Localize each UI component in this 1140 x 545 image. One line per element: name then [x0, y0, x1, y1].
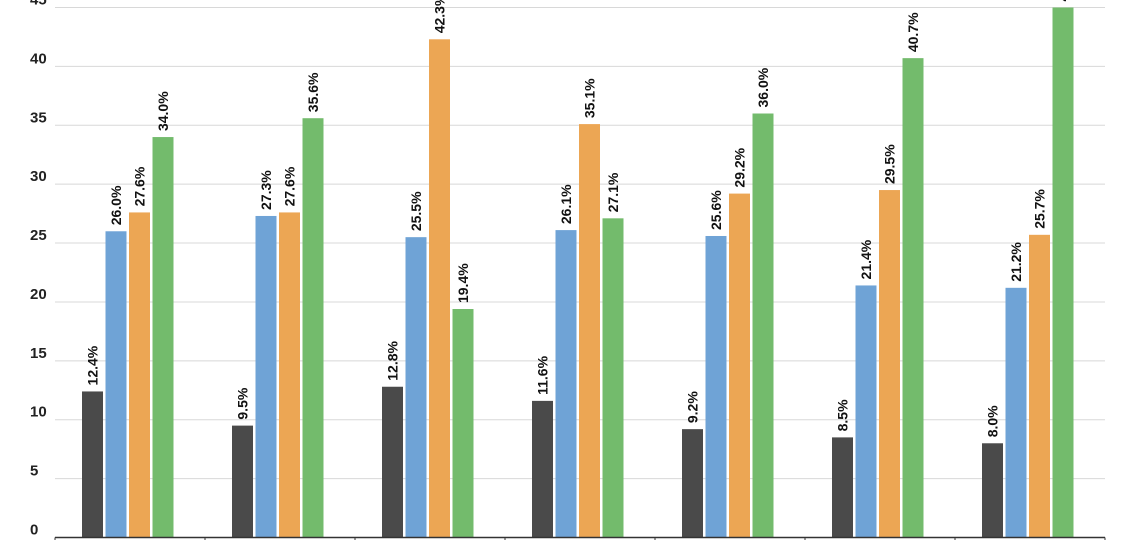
bar-value-label: 26.0%: [108, 185, 124, 225]
bar-value-label: 4: [1055, 0, 1071, 2]
bar-value-label: 27.6%: [132, 166, 148, 206]
bar: [452, 309, 474, 538]
bar-value-label: 9.2%: [685, 391, 701, 423]
bar-value-label: 29.5%: [882, 144, 898, 184]
bar-labels-layer: 12.4% 9.5% 12.8% 11.6% 9.2% 8.5% 8.0% 26.0% 27.3…: [85, 0, 1072, 437]
bar-value-label: 8.0%: [985, 405, 1001, 437]
bar-value-label: 40.7%: [905, 12, 921, 52]
bar: [279, 212, 300, 538]
bars-layer: [82, 7, 1074, 538]
bar: [682, 429, 703, 538]
bar: [879, 190, 900, 538]
y-tick-label: 40: [30, 50, 47, 67]
bar-value-label: 12.8%: [385, 340, 401, 380]
bar: [382, 386, 403, 538]
y-tick-label: 15: [30, 345, 47, 362]
bar: [82, 391, 103, 538]
bar: [752, 113, 774, 538]
bar-value-label: 35.1%: [582, 78, 598, 118]
bar-value-label: 11.6%: [535, 355, 551, 394]
bar: [902, 58, 924, 538]
bar: [105, 231, 127, 538]
y-tick-label: 20: [30, 286, 47, 303]
bar: [555, 230, 577, 538]
bar-value-label: 8.5%: [835, 399, 851, 431]
bar-value-label: 19.4%: [455, 263, 471, 303]
y-tick-label: 25: [30, 227, 47, 244]
bar: [232, 425, 253, 538]
bar-value-label: 25.6%: [708, 190, 724, 230]
bar: [579, 124, 600, 538]
bar: [855, 285, 877, 538]
y-tick-label: 35: [30, 109, 47, 126]
bar-value-label: 27.6%: [282, 166, 298, 206]
bar-value-label: 26.1%: [558, 184, 574, 224]
bar: [1029, 234, 1050, 538]
bar: [729, 193, 750, 538]
bar: [302, 118, 324, 538]
bar-value-label: 12.4%: [85, 345, 101, 385]
bar-value-label: 9.5%: [235, 387, 251, 419]
bar-value-label: 27.3%: [258, 170, 274, 210]
bar-value-label: 42.3%: [432, 0, 448, 33]
bar: [1005, 287, 1027, 538]
bar-value-label: 27.1%: [605, 172, 621, 212]
bar: [255, 215, 277, 538]
bar-value-label: 25.7%: [1032, 189, 1048, 229]
bar-value-label: 25.5%: [408, 191, 424, 231]
bar-value-label: 34.0%: [155, 91, 171, 131]
bar: [602, 218, 624, 538]
bar-value-label: 21.2%: [1008, 242, 1024, 282]
bar: [705, 235, 727, 538]
bar-value-label: 21.4%: [858, 239, 874, 279]
y-tick-label: 30: [30, 168, 47, 185]
y-tick-label: 5: [30, 463, 38, 480]
bar-value-label: 35.6%: [305, 72, 321, 112]
bar: [129, 212, 150, 538]
bar: [152, 137, 174, 538]
bar-value-label: 29.2%: [732, 147, 748, 187]
bar: [532, 400, 553, 538]
bar: [405, 237, 427, 538]
bar: [982, 443, 1003, 538]
bar: [429, 39, 450, 538]
y-tick-label: 0: [30, 522, 38, 539]
y-tick-label: 10: [30, 404, 47, 421]
bar: [832, 437, 853, 538]
bar-value-label: 36.0%: [755, 67, 771, 107]
bar: [1052, 7, 1074, 538]
y-tick-label: 45: [30, 0, 47, 9]
